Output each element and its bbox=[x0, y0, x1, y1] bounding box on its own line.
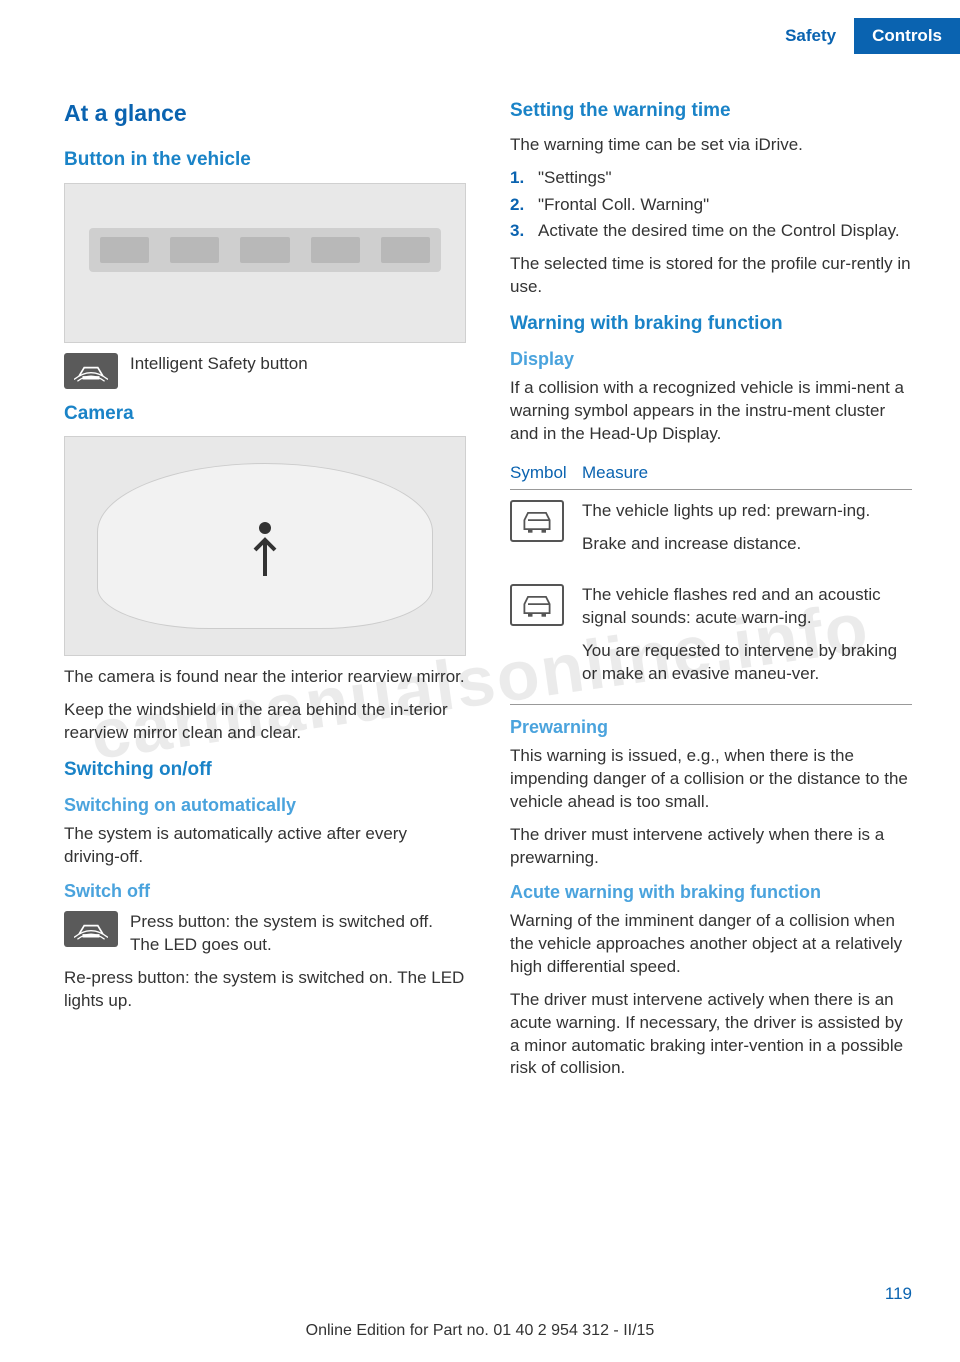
camera-p1: The camera is found near the interior re… bbox=[64, 666, 466, 689]
image-button-panel bbox=[64, 183, 466, 343]
page-body: At a glance Button in the vehicle Intell… bbox=[0, 0, 960, 1090]
intelligent-safety-label: Intelligent Safety button bbox=[130, 353, 308, 376]
header-tab-controls: Controls bbox=[854, 18, 960, 54]
acute-p2: The driver must intervene actively when … bbox=[510, 989, 912, 1081]
heading-display: Display bbox=[510, 347, 912, 371]
prewarning-icon bbox=[510, 500, 564, 542]
row2-a: The vehicle flashes red and an acoustic … bbox=[582, 584, 908, 630]
col-symbol: Symbol bbox=[510, 456, 582, 489]
page-number: 119 bbox=[885, 1283, 912, 1306]
heading-acute: Acute warning with braking function bbox=[510, 880, 912, 904]
row2-b: You are requested to intervene by brakin… bbox=[582, 640, 908, 686]
step-1: "Settings" bbox=[510, 167, 912, 190]
heading-switching: Switching on/off bbox=[64, 757, 466, 783]
switch-on-auto-p: The system is automatically active after… bbox=[64, 823, 466, 869]
heading-warning-brake: Warning with braking function bbox=[510, 311, 912, 337]
heading-prewarning: Prewarning bbox=[510, 715, 912, 739]
switch-off-icon bbox=[64, 911, 118, 947]
header-tab-safety: Safety bbox=[767, 18, 854, 54]
heading-setting-warning: Setting the warning time bbox=[510, 98, 912, 124]
step-2: "Frontal Coll. Warning" bbox=[510, 194, 912, 217]
prewarning-p1: This warning is issued, e.g., when there… bbox=[510, 745, 912, 814]
heading-switch-on-auto: Switching on automatically bbox=[64, 793, 466, 817]
setting-warning-p2: The selected time is stored for the prof… bbox=[510, 253, 912, 299]
row1-a: The vehicle lights up red: prewarn‐ing. bbox=[582, 500, 908, 523]
acute-p1: Warning of the imminent danger of a coll… bbox=[510, 910, 912, 979]
header-tabs: Safety Controls bbox=[767, 18, 960, 54]
heading-at-a-glance: At a glance bbox=[64, 98, 466, 129]
switch-off-p1: Press button: the system is switched off… bbox=[130, 911, 466, 957]
footer-text: Online Edition for Part no. 01 40 2 954 … bbox=[0, 1320, 960, 1342]
display-p: If a collision with a recognized vehicle… bbox=[510, 377, 912, 446]
acute-warning-icon bbox=[510, 584, 564, 626]
setting-warning-p: The warning time can be set via iDrive. bbox=[510, 134, 912, 157]
heading-switch-off: Switch off bbox=[64, 879, 466, 903]
image-camera bbox=[64, 436, 466, 656]
setting-steps: "Settings" "Frontal Coll. Warning" Activ… bbox=[510, 167, 912, 244]
camera-p2: Keep the windshield in the area behind t… bbox=[64, 699, 466, 745]
right-column: Setting the warning time The warning tim… bbox=[510, 98, 912, 1090]
row1-b: Brake and increase distance. bbox=[582, 533, 908, 556]
heading-button-in-vehicle: Button in the vehicle bbox=[64, 147, 466, 173]
intelligent-safety-button-row: Intelligent Safety button bbox=[64, 353, 466, 389]
col-measure: Measure bbox=[582, 456, 912, 489]
intelligent-safety-icon bbox=[64, 353, 118, 389]
switch-off-row: Press button: the system is switched off… bbox=[64, 911, 466, 957]
heading-camera: Camera bbox=[64, 401, 466, 427]
symbol-table: Symbol Measure The vehicle lights bbox=[510, 456, 912, 705]
step-3: Activate the desired time on the Control… bbox=[510, 220, 912, 243]
left-column: At a glance Button in the vehicle Intell… bbox=[64, 98, 466, 1090]
switch-off-p2: Re-press button: the system is switched … bbox=[64, 967, 466, 1013]
prewarning-p2: The driver must intervene actively when … bbox=[510, 824, 912, 870]
